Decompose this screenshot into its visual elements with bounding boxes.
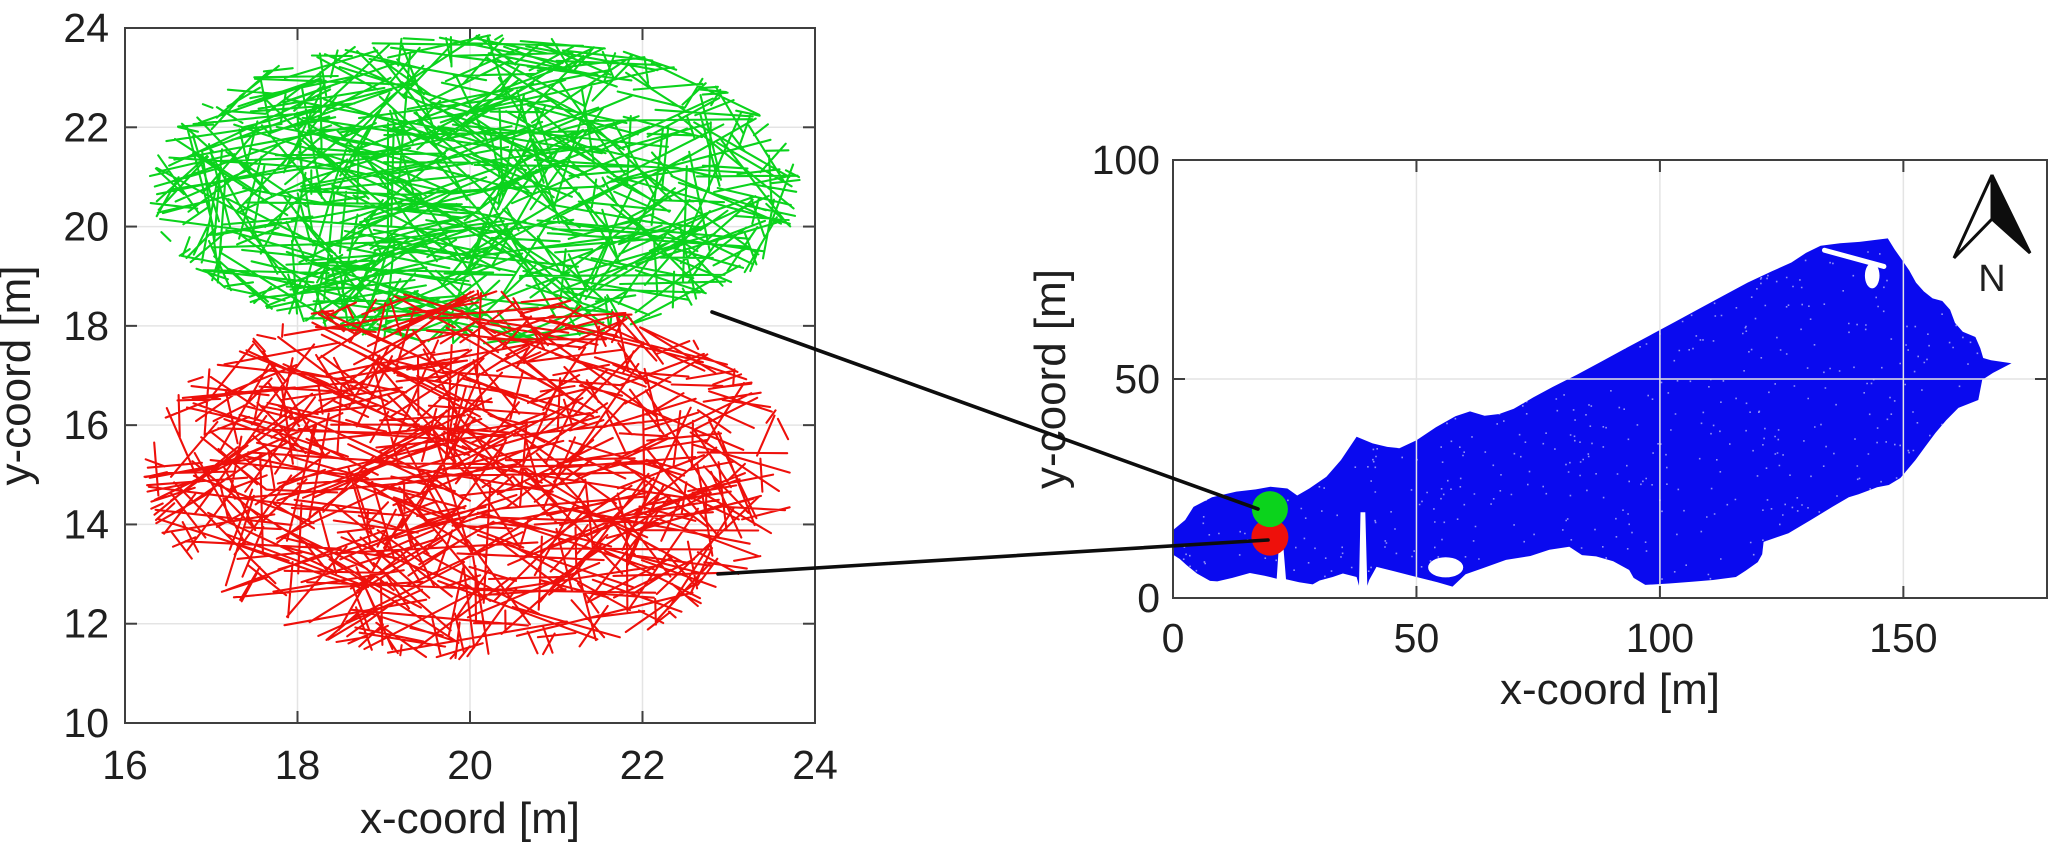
detail-panel-xlabel: x-coord [m] — [360, 794, 580, 843]
red-sample-dot — [1251, 518, 1289, 556]
tick-label-y-0: 0 — [1137, 575, 1160, 621]
point-cloud-shape — [1173, 238, 2012, 587]
tick-label-x-18: 18 — [275, 742, 321, 788]
tick-label-y-20: 20 — [63, 204, 109, 250]
tick-label-y-12: 12 — [63, 601, 109, 647]
green-sample-dot — [1251, 491, 1288, 528]
tick-label-y-16: 16 — [63, 402, 109, 448]
tick-label-x-24: 24 — [792, 742, 838, 788]
overview-panel-xlabel: x-coord [m] — [1500, 665, 1720, 714]
tick-label-y-10: 10 — [63, 700, 109, 746]
north-arrow-left-half — [1952, 174, 1994, 260]
fracture-network-green — [148, 33, 801, 345]
tick-label-x-16: 16 — [102, 742, 148, 788]
point-cloud-map — [1173, 238, 2012, 587]
tick-label-x-150: 150 — [1869, 615, 1937, 661]
map-hole-1 — [1864, 262, 1880, 289]
map-spit-gap — [1821, 247, 1887, 269]
tick-label-x-100: 100 — [1626, 615, 1694, 661]
tick-label-y-100: 100 — [1092, 137, 1160, 183]
tick-label-y-24: 24 — [63, 5, 109, 51]
callout-to-red-sample — [716, 538, 1270, 576]
north-arrow-right-half — [1990, 174, 2032, 255]
tick-label-x-22: 22 — [620, 742, 666, 788]
sample-location-markers — [1251, 491, 1289, 556]
tick-label-x-0: 0 — [1162, 615, 1185, 661]
north-arrow: N — [1952, 174, 2032, 300]
map-hole-0 — [1428, 557, 1464, 578]
tick-label-y-50: 50 — [1114, 356, 1160, 402]
overview-panel-ylabel: y-coord [m] — [1026, 269, 1075, 489]
tick-label-x-50: 50 — [1394, 615, 1440, 661]
fracture-network-red — [143, 289, 791, 661]
tick-label-x-20: 20 — [447, 742, 493, 788]
north-label: N — [1978, 258, 2005, 300]
tick-label-y-18: 18 — [63, 303, 109, 349]
tick-label-y-22: 22 — [63, 104, 109, 150]
tick-label-y-14: 14 — [63, 501, 109, 547]
callout-to-green-sample — [710, 310, 1260, 511]
detail-panel-ylabel: y-coord [m] — [0, 265, 40, 485]
